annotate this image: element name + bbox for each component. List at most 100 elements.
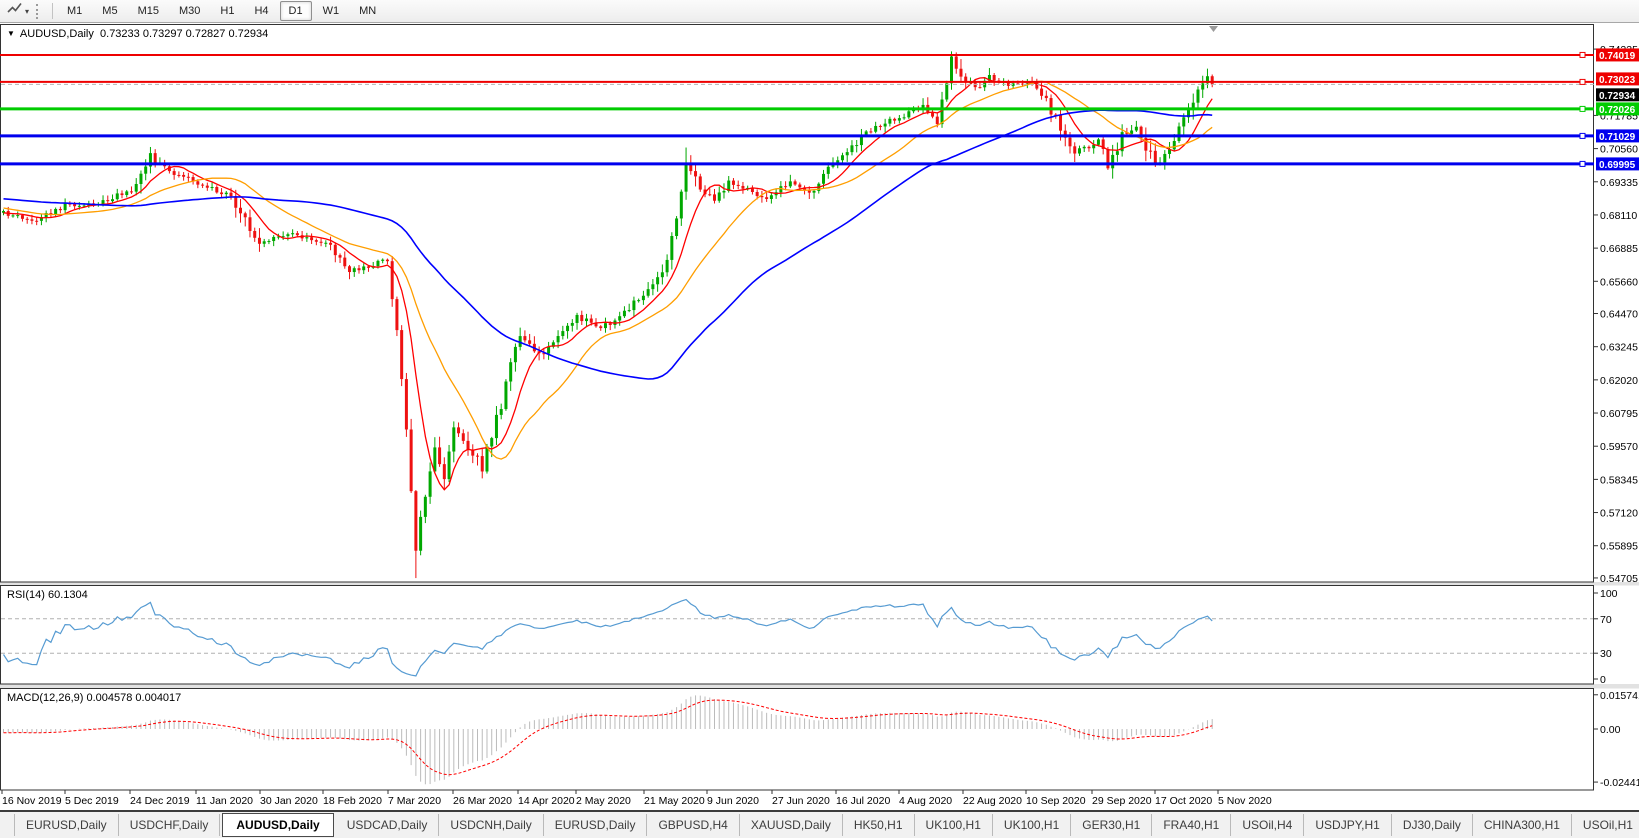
rsi-indicator-label: RSI(14) 60.1304 bbox=[7, 589, 88, 601]
tab-hk50-h1[interactable]: HK50,H1 bbox=[843, 814, 915, 836]
timeframe-button-d1[interactable]: D1 bbox=[279, 1, 312, 21]
tab-gbpusd-h4[interactable]: GBPUSD,H4 bbox=[647, 814, 740, 836]
date-axis-label: 16 Nov 2019 bbox=[2, 795, 62, 807]
indicator-tool-button[interactable]: ▾ bbox=[3, 1, 32, 21]
price-axis-label: 0.57120 bbox=[1600, 508, 1638, 520]
date-axis-label: 26 Mar 2020 bbox=[453, 795, 512, 807]
date-axis-label: 30 Jan 2020 bbox=[260, 795, 318, 807]
tab-usdcnh-daily[interactable]: USDCNH,Daily bbox=[439, 814, 544, 836]
symbol-tab-bar: EURUSD,Daily USDCHF,Daily AUDUSD,Daily USDC… bbox=[0, 810, 1639, 838]
timeframe-button-mn[interactable]: MN bbox=[359, 5, 377, 17]
price-axis-label: 0.60795 bbox=[1600, 408, 1638, 420]
rsi-axis-label: 0 bbox=[1600, 674, 1606, 686]
pane-splitter[interactable] bbox=[0, 684, 1639, 689]
level-price-tag: 0.72026 bbox=[1596, 102, 1639, 116]
pane-splitter[interactable] bbox=[0, 582, 1639, 586]
svg-text:0.71029: 0.71029 bbox=[1599, 132, 1636, 143]
main-price-pane[interactable] bbox=[0, 24, 1594, 583]
price-axis: 0.742350.717850.705600.693350.681100.668… bbox=[1594, 44, 1638, 585]
tab-uk100-h1[interactable]: UK100,H1 bbox=[915, 814, 993, 836]
tab-usdcad-daily[interactable]: USDCAD,Daily bbox=[336, 814, 440, 836]
price-axis-label: 0.70560 bbox=[1600, 144, 1638, 156]
date-axis-label: 11 Jan 2020 bbox=[196, 795, 253, 807]
chart-symbol-period: AUDUSD,Daily bbox=[19, 28, 94, 40]
timeframe-button-m1[interactable]: M1 bbox=[67, 5, 83, 17]
svg-text:0.69995: 0.69995 bbox=[1599, 160, 1636, 171]
level-line-handle[interactable] bbox=[1579, 105, 1586, 112]
last-bar-marker-icon[interactable] bbox=[1209, 26, 1218, 32]
price-axis-label: 0.69335 bbox=[1600, 177, 1638, 189]
timeframe-button-m30[interactable]: M30 bbox=[178, 5, 201, 17]
candles[interactable] bbox=[2, 51, 1214, 579]
price-axis-label: 0.54705 bbox=[1600, 573, 1638, 585]
price-axis-label: 0.64470 bbox=[1600, 309, 1638, 321]
level-price-tag: 0.74019 bbox=[1596, 48, 1639, 62]
macd-histogram bbox=[3, 695, 1213, 785]
date-axis-label: 2 May 2020 bbox=[576, 795, 631, 807]
svg-text:0.73023: 0.73023 bbox=[1599, 75, 1636, 86]
date-axis-label: 14 Apr 2020 bbox=[518, 795, 575, 807]
price-axis-label: 0.58345 bbox=[1600, 474, 1638, 486]
date-axis-label: 21 May 2020 bbox=[644, 795, 705, 807]
price-axis-label: 0.55895 bbox=[1600, 541, 1638, 553]
symbol-tabs: EURUSD,Daily USDCHF,Daily AUDUSD,Daily USDC… bbox=[14, 813, 1639, 837]
date-axis-label: 24 Dec 2019 bbox=[130, 795, 190, 807]
chart-ohlc-values: 0.73233 0.73297 0.72827 0.72934 bbox=[100, 28, 269, 40]
ma-slow-line[interactable] bbox=[3, 109, 1213, 380]
date-axis-label: 9 Jun 2020 bbox=[707, 795, 759, 807]
price-axis-label: 0.59570 bbox=[1600, 441, 1638, 453]
tab-uk100-h1[interactable]: UK100,H1 bbox=[993, 814, 1072, 836]
tab-usdjpy-h1[interactable]: USDJPY,H1 bbox=[1304, 814, 1392, 836]
date-axis-label: 29 Sep 2020 bbox=[1092, 795, 1152, 807]
chevron-down-icon[interactable]: ▾ bbox=[25, 6, 30, 16]
level-lines[interactable] bbox=[0, 51, 1594, 167]
toolbar-divider bbox=[52, 3, 54, 19]
timeframe-button-h4[interactable]: H4 bbox=[254, 5, 269, 17]
tab-usdchf-daily[interactable]: USDCHF,Daily bbox=[119, 814, 221, 836]
price-axis-label: 0.66885 bbox=[1600, 243, 1638, 255]
level-line-handle[interactable] bbox=[1579, 78, 1586, 85]
toolbar: ▾ M1 M5 M15 M30 H1 H4 D1 W1 MN bbox=[0, 0, 1639, 23]
macd-axis-label: -0.024412 bbox=[1600, 777, 1639, 789]
current-price-tag: 0.72934 bbox=[1596, 88, 1639, 102]
level-line-handle[interactable] bbox=[1579, 51, 1586, 58]
macd-indicator-label: MACD(12,26,9) 0.004578 0.004017 bbox=[7, 692, 182, 704]
level-price-tag: 0.71029 bbox=[1596, 129, 1639, 143]
chart-menu-triangle-icon[interactable]: ▼ bbox=[7, 29, 15, 38]
tab-xauusd-daily[interactable]: XAUUSD,Daily bbox=[740, 814, 843, 836]
tab-eurusd-daily[interactable]: EURUSD,Daily bbox=[14, 814, 119, 836]
tab-audusd-daily[interactable]: AUDUSD,Daily bbox=[222, 813, 334, 837]
price-axis-label: 0.65660 bbox=[1600, 276, 1638, 288]
tab-usoil-h4[interactable]: USOil,H4 bbox=[1231, 814, 1305, 836]
level-price-tag: 0.73023 bbox=[1596, 72, 1639, 86]
tab-ger30-h1[interactable]: GER30,H1 bbox=[1071, 814, 1153, 836]
ma-medium-line[interactable] bbox=[3, 80, 1213, 460]
macd-signal-line[interactable] bbox=[3, 699, 1213, 776]
svg-text:0.72026: 0.72026 bbox=[1599, 105, 1636, 116]
date-axis-label: 18 Feb 2020 bbox=[323, 795, 382, 807]
tab-usoil-h1[interactable]: USOil,H1 bbox=[1572, 814, 1639, 836]
timeframe-button-h1[interactable]: H1 bbox=[220, 5, 235, 17]
price-axis-label: 0.62020 bbox=[1600, 375, 1638, 387]
macd-axis-label: 0.015741 bbox=[1600, 690, 1639, 702]
tab-eurusd-daily[interactable]: EURUSD,Daily bbox=[544, 814, 648, 836]
level-line-handle[interactable] bbox=[1579, 160, 1586, 167]
rsi-pane[interactable] bbox=[0, 585, 1594, 685]
tab-china300-h1[interactable]: CHINA300,H1 bbox=[1473, 814, 1572, 836]
date-axis-label: 16 Jul 2020 bbox=[836, 795, 890, 807]
level-line-handle[interactable] bbox=[1579, 132, 1586, 139]
tab-fra40-h1[interactable]: FRA40,H1 bbox=[1152, 814, 1232, 836]
toolbar-grip-handle[interactable] bbox=[36, 3, 42, 19]
timeframe-button-w1[interactable]: W1 bbox=[322, 5, 340, 17]
svg-text:0.74019: 0.74019 bbox=[1599, 51, 1636, 62]
chart-title: ▼ AUDUSD,Daily 0.73233 0.73297 0.72827 0.… bbox=[7, 28, 268, 40]
date-axis-label: 10 Sep 2020 bbox=[1026, 795, 1086, 807]
timeframe-button-m15[interactable]: M15 bbox=[137, 5, 159, 17]
rsi-line[interactable] bbox=[2, 598, 1213, 677]
price-axis-label: 0.68110 bbox=[1600, 210, 1637, 222]
macd-pane[interactable] bbox=[0, 688, 1594, 791]
rsi-axis-label: 70 bbox=[1600, 614, 1612, 626]
timeframe-button-m5[interactable]: M5 bbox=[102, 5, 118, 17]
tab-dj30-daily[interactable]: DJ30,Daily bbox=[1392, 814, 1473, 836]
